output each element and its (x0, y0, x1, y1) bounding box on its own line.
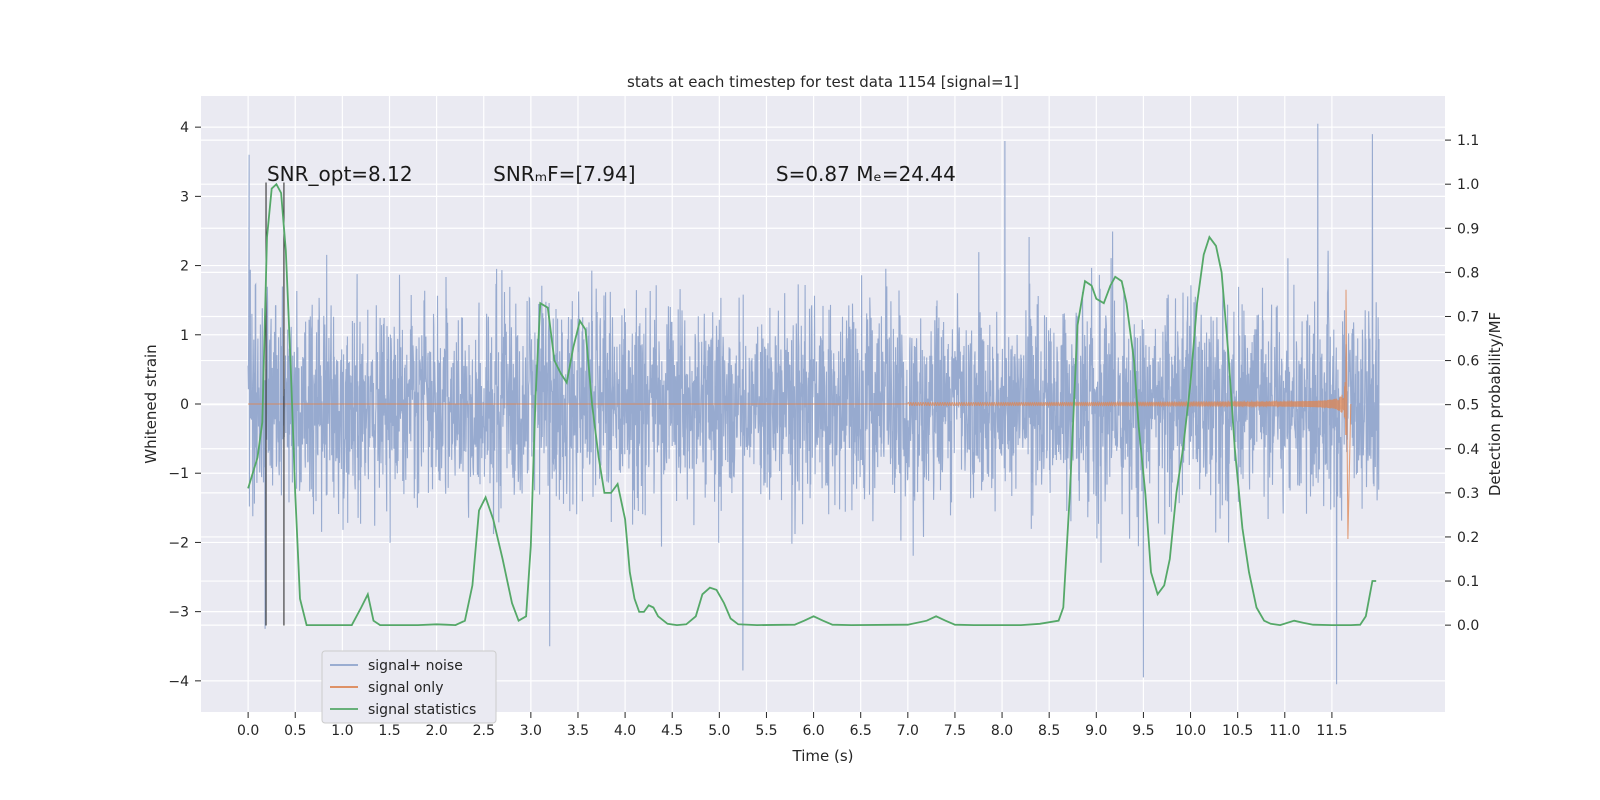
y-tick-label: 1 (180, 328, 189, 344)
x-tick-label: 9.0 (1085, 723, 1107, 739)
x-axis-label: Time (s) (792, 747, 854, 765)
annotation-snr-opt: SNR_opt=8.12 (267, 162, 413, 186)
legend-label: signal statistics (368, 702, 476, 718)
y2-tick-label: 0.3 (1457, 486, 1479, 502)
legend: signal+ noise signal only signal statistic… (321, 650, 497, 724)
y2-tick-label: 0.1 (1457, 574, 1479, 590)
x-tick-label: 1.0 (331, 723, 353, 739)
x-tick-label: 2.0 (425, 723, 447, 739)
x-tick-label: 6.0 (802, 723, 824, 739)
x-tick-label: 6.5 (850, 723, 872, 739)
y2-tick-label: 0.0 (1457, 618, 1479, 634)
x-tick-label: 3.0 (520, 723, 542, 739)
x-tick-label: 4.5 (661, 723, 683, 739)
y-tick-label: −2 (168, 535, 189, 551)
x-tick-label: 3.5 (567, 723, 589, 739)
x-tick-label: 4.0 (614, 723, 636, 739)
y-tick-label: −1 (168, 466, 189, 482)
x-tick-label: 0.5 (284, 723, 306, 739)
annotation-snr-mf: SNRₘF=[7.94] (493, 162, 635, 186)
x-tick-label: 8.5 (1038, 723, 1060, 739)
y-tick-label: −3 (168, 605, 189, 621)
x-tick-label: 10.0 (1175, 723, 1206, 739)
y-axis-label: Whitened strain (142, 344, 160, 463)
signal-noise-line (247, 123, 1380, 685)
legend-box (321, 650, 497, 724)
y2-tick-label: 0.7 (1457, 309, 1479, 325)
y2-axis-label: Detection probability/MF (1486, 312, 1504, 496)
y2-tick-label: 0.6 (1457, 354, 1479, 370)
y2-tick-label: 0.2 (1457, 530, 1479, 546)
y-tick-label: 3 (180, 189, 189, 205)
x-tick-label: 7.0 (897, 723, 919, 739)
legend-label: signal only (368, 680, 443, 696)
y2-tick-label: 0.4 (1457, 442, 1479, 458)
y2-tick-label: 1.1 (1457, 133, 1479, 149)
x-axis-ticks: 0.0 0.5 1.0 1.5 2.0 2.5 3.0 3.5 4.0 4.5 5.0 5.5 6.0 6… (237, 712, 1347, 739)
x-tick-label: 10.5 (1222, 723, 1253, 739)
x-tick-label: 7.5 (944, 723, 966, 739)
y-tick-label: −4 (168, 674, 189, 690)
y-axis-ticks: 4 3 2 1 0 −1 −2 −3 −4 (168, 120, 201, 690)
x-tick-label: 5.5 (755, 723, 777, 739)
y-tick-label: 4 (180, 120, 189, 136)
signal-only-chirp (907, 289, 1352, 540)
chart-title: stats at each timestep for test data 115… (627, 73, 1019, 91)
x-tick-label: 11.0 (1269, 723, 1300, 739)
y2-tick-label: 1.0 (1457, 177, 1479, 193)
y2-tick-label: 0.8 (1457, 265, 1479, 281)
y-tick-label: 2 (180, 259, 189, 275)
x-tick-label: 5.0 (708, 723, 730, 739)
series-signal-only (248, 289, 1352, 540)
y2-axis-ticks: 1.1 1.0 0.9 0.8 0.7 0.6 0.5 0.4 0.3 0.2 0.1 0.0 (1445, 133, 1479, 634)
x-tick-label: 9.5 (1132, 723, 1154, 739)
x-tick-label: 1.5 (378, 723, 400, 739)
x-tick-label: 0.0 (237, 723, 259, 739)
y-tick-label: 0 (180, 397, 189, 413)
y2-tick-label: 0.5 (1457, 398, 1479, 414)
annotation-s-mc: S=0.87 Mₑ=24.44 (776, 162, 956, 186)
annotations: SNR_opt=8.12 SNRₘF=[7.94] S=0.87 Mₑ=24.44 (267, 162, 956, 186)
series-signal-statistics (247, 182, 1377, 627)
x-tick-label: 11.5 (1316, 723, 1347, 739)
signal-statistics-line (247, 182, 1377, 627)
series-signal-noise (247, 123, 1380, 685)
legend-label: signal+ noise (368, 658, 463, 674)
x-tick-label: 2.5 (473, 723, 495, 739)
x-tick-label: 8.0 (991, 723, 1013, 739)
y2-tick-label: 0.9 (1457, 221, 1479, 237)
